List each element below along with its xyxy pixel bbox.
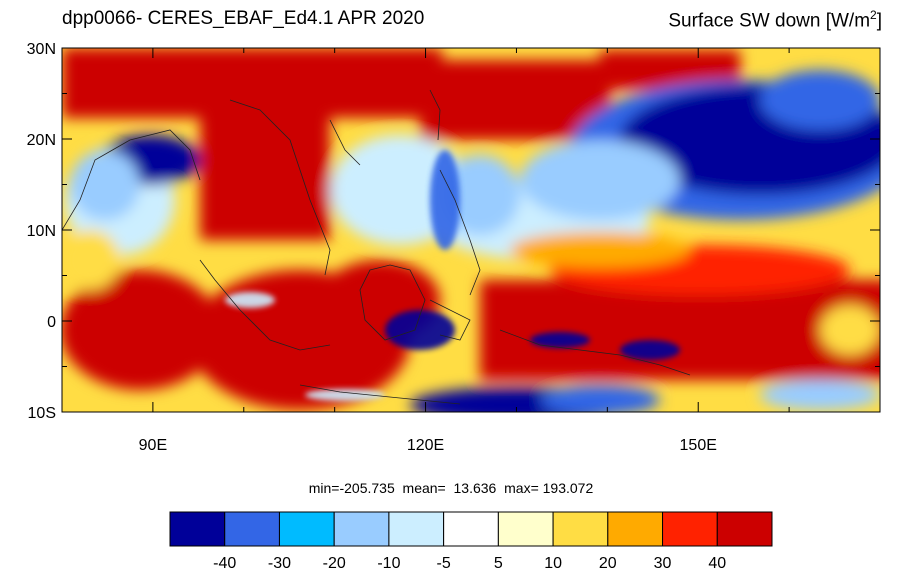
- lat-label: 20N: [27, 132, 56, 149]
- colorbar-box: [278, 511, 335, 547]
- max-label: max=: [504, 480, 539, 496]
- colorbar-label: 5: [494, 555, 503, 572]
- colorbar-box: [662, 511, 718, 547]
- min-value: -205.735: [339, 480, 395, 496]
- variable-title-close: ]: [876, 10, 882, 32]
- colorbar-box: [552, 511, 609, 547]
- lon-label: 150E: [680, 437, 717, 454]
- coastlines: [62, 89, 691, 405]
- colorbar-box: [497, 511, 554, 547]
- lon-label: 90E: [139, 437, 167, 454]
- max-value: 193.072: [542, 480, 594, 496]
- colorbar-label: -30: [268, 555, 291, 572]
- lat-label: 0: [47, 314, 56, 331]
- map-title: dpp0066- CERES_EBAF_Ed4.1 APR 2020: [62, 8, 425, 29]
- longitude-labels: 90E 120E 150E: [139, 437, 717, 454]
- colorbar-label: 10: [544, 555, 562, 572]
- colorbar-box: [716, 511, 773, 547]
- colorbar-label: -5: [437, 555, 451, 572]
- latitude-labels: 30N 20N 10N 0 10S: [27, 41, 56, 422]
- colorbar-label: 20: [599, 555, 617, 572]
- colorbar-box: [333, 511, 390, 547]
- unit-superscript: 2: [870, 8, 877, 22]
- mean-value: 13.636: [453, 480, 497, 496]
- colorbar: -40 -30 -20 -10 -5 5 10 20 30 40: [169, 511, 773, 572]
- variable-title: Surface SW down [W/m2]: [668, 8, 882, 32]
- colorbar-box: [443, 511, 499, 547]
- variable-title-text: Surface SW down [W/m: [668, 10, 871, 32]
- colorbar-label: -10: [377, 555, 400, 572]
- mean-label: mean=: [402, 480, 446, 496]
- colorbar-label: -40: [213, 555, 236, 572]
- colorbar-box: [607, 511, 664, 547]
- map-ticks: [61, 47, 881, 413]
- colorbar-boxes: [169, 511, 773, 547]
- lat-label: 10S: [28, 405, 56, 422]
- lat-label: 10N: [27, 223, 56, 240]
- colorbar-labels: -40 -30 -20 -10 -5 5 10 20 30 40: [213, 555, 726, 572]
- colorbar-label: 40: [708, 555, 726, 572]
- min-label: min=: [308, 480, 340, 496]
- colorbar-box: [169, 511, 226, 547]
- map-field: [62, 48, 880, 412]
- lat-label: 30N: [27, 41, 56, 58]
- colorbar-label: 30: [654, 555, 672, 572]
- colorbar-box: [224, 511, 280, 547]
- stats-line: min=-205.735 mean= 13.636 max= 193.072: [0, 480, 902, 496]
- lon-label: 120E: [407, 437, 444, 454]
- colorbar-box: [388, 511, 445, 547]
- colorbar-label: -20: [323, 555, 346, 572]
- map-figure: 30N 20N 10N 0 10S 90E 120E 150E: [27, 41, 881, 454]
